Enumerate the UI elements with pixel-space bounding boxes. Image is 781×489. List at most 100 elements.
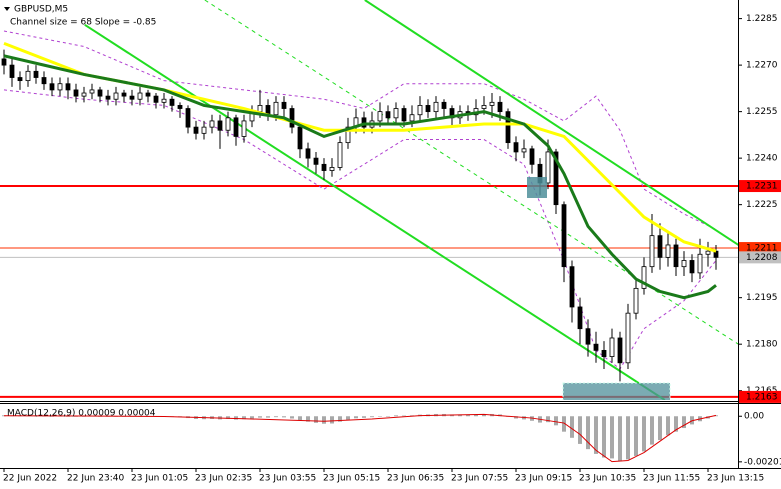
- candle-body: [593, 343, 599, 351]
- candle-body: [481, 105, 487, 109]
- x-tick-label: 22 Jun 2022: [3, 474, 57, 484]
- candle-body: [177, 105, 183, 109]
- macd-bar: [402, 415, 406, 417]
- x-tick-label: 23 Jun 02:35: [195, 474, 252, 484]
- candle-body: [305, 148, 311, 159]
- candle-body: [417, 105, 423, 116]
- y-tick-label: 1.2195: [746, 293, 778, 303]
- macd-bar: [482, 414, 486, 417]
- x-tick-label: 23 Jun 03:55: [259, 474, 316, 484]
- macd-bar: [66, 416, 70, 417]
- level-label: 1.2163: [746, 392, 778, 402]
- candle-body: [489, 101, 495, 106]
- channel-line: [84, 23, 666, 400]
- candle-body: [129, 95, 135, 100]
- x-tick-label: 23 Jun 01:05: [131, 474, 188, 484]
- candle-body: [609, 337, 615, 357]
- level-label: 1.2231: [746, 182, 778, 192]
- macd-bar: [466, 414, 470, 417]
- menu-icon[interactable]: [4, 7, 10, 11]
- candle-body: [601, 349, 607, 357]
- candle-body: [425, 105, 431, 113]
- macd-bar: [322, 416, 326, 424]
- macd-bar: [586, 416, 590, 450]
- macd-bar: [234, 416, 238, 420]
- macd-bar: [282, 416, 286, 418]
- macd-bar: [658, 416, 662, 441]
- level-label-bg: [739, 242, 781, 255]
- candle-body: [641, 266, 647, 289]
- signal-box: [562, 382, 671, 400]
- macd-bar: [242, 416, 246, 420]
- candle-body: [521, 148, 527, 153]
- macd-bar: [602, 416, 606, 458]
- macd-bar: [386, 416, 390, 417]
- candle-body: [33, 70, 39, 78]
- macd-bar: [674, 416, 678, 432]
- candle-body: [665, 244, 671, 258]
- candle-body: [201, 126, 207, 134]
- macd-bar: [666, 416, 670, 436]
- candle-body: [25, 70, 31, 82]
- x-tick-label: 23 Jun 10:35: [579, 474, 636, 484]
- x-tick-label: 23 Jun 11:55: [643, 474, 700, 484]
- candle-body: [433, 101, 439, 113]
- y-tick-label: 1.2180: [746, 340, 778, 350]
- macd-bar: [250, 416, 254, 419]
- candle-body: [153, 95, 159, 103]
- macd-bar: [370, 416, 374, 418]
- candle-body: [161, 98, 167, 103]
- candle-body: [169, 98, 175, 106]
- candle-body: [505, 111, 511, 144]
- candle-body: [105, 95, 111, 100]
- channel-line: [364, 0, 738, 246]
- candle-body: [377, 111, 383, 122]
- x-tick-label: 23 Jun 09:15: [515, 474, 572, 484]
- macd-bar: [330, 416, 334, 424]
- candle-body: [633, 287, 639, 314]
- candle-body: [1, 58, 7, 66]
- candle-body: [121, 92, 127, 97]
- candle-body: [233, 117, 239, 137]
- macd-bar: [338, 416, 342, 422]
- macd-tick-label: 0.00: [744, 412, 764, 422]
- macd-bar: [258, 416, 262, 418]
- macd-bar: [634, 416, 638, 456]
- candle-body: [241, 120, 247, 137]
- macd-tick-label: -0.00201: [744, 457, 781, 467]
- candle-body: [49, 83, 55, 91]
- candle-body: [17, 77, 23, 82]
- macd-bar: [50, 416, 54, 417]
- macd-bar: [618, 416, 622, 462]
- moving-average: [3, 54, 717, 300]
- macd-bar: [626, 416, 630, 460]
- candle-body: [321, 163, 327, 171]
- candle-body: [569, 266, 575, 308]
- candle-body: [497, 101, 503, 113]
- macd-bar: [290, 416, 294, 419]
- candle-body: [345, 126, 351, 144]
- candle-body: [145, 92, 151, 97]
- candle-body: [137, 92, 143, 100]
- x-tick-label: 23 Jun 13:15: [707, 474, 764, 484]
- candle-body: [193, 126, 199, 134]
- candle-body: [185, 108, 191, 128]
- macd-bar: [266, 416, 270, 418]
- macd-bar: [642, 416, 646, 452]
- macd-bar: [378, 416, 382, 417]
- level-label-bg: [739, 251, 781, 264]
- candle-body: [329, 167, 335, 171]
- candle-body: [337, 142, 343, 168]
- macd-bar: [514, 416, 518, 419]
- candle-body: [113, 92, 119, 100]
- macd-bar: [362, 416, 366, 418]
- candle-body: [273, 101, 279, 116]
- candle-body: [649, 235, 655, 268]
- candle-body: [577, 306, 583, 330]
- level-label: 1.2211: [746, 244, 778, 254]
- macd-bar: [226, 416, 230, 419]
- candle-body: [561, 204, 567, 268]
- candle-body: [289, 108, 295, 128]
